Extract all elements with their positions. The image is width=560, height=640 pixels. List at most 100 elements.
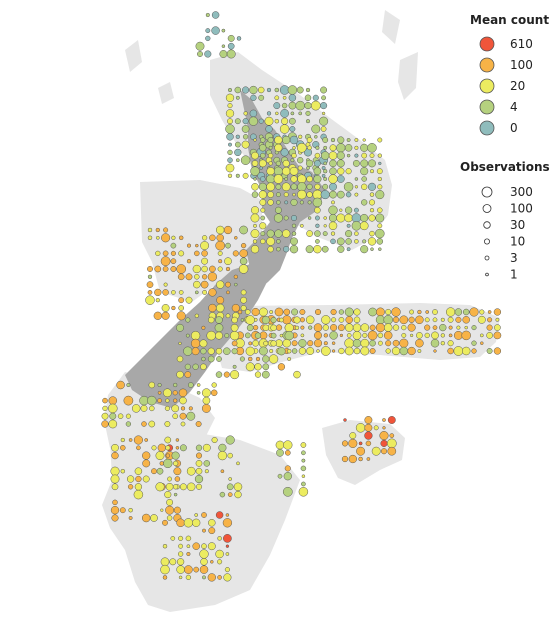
map-bubble	[266, 87, 272, 93]
map-bubble	[448, 325, 453, 330]
map-bubble	[211, 436, 218, 444]
map-bubble	[227, 42, 235, 50]
map-bubble	[336, 237, 345, 246]
map-bubble	[101, 420, 109, 428]
map-bubble	[227, 87, 233, 93]
map-bubble	[375, 323, 385, 333]
map-bubble	[328, 174, 338, 184]
map-bubble	[306, 347, 315, 355]
legend-size-30	[483, 221, 491, 229]
legend-mean-label: 100	[510, 58, 533, 72]
map-bubble	[415, 315, 424, 325]
map-bubble	[371, 446, 381, 456]
map-bubble	[126, 475, 135, 483]
map-bubble	[313, 339, 323, 348]
map-bubble	[367, 182, 377, 191]
map-bubble	[494, 324, 501, 331]
map-bubble	[178, 290, 184, 295]
map-bubble	[323, 341, 328, 346]
map-bubble	[383, 323, 393, 332]
map-bubble	[205, 28, 211, 34]
map-bubble	[353, 308, 361, 316]
map-bubble	[293, 316, 301, 324]
map-bubble	[179, 444, 187, 452]
map-bubble	[369, 192, 375, 197]
map-bubble	[380, 439, 388, 447]
map-bubble	[486, 348, 493, 354]
map-bubble	[160, 564, 170, 575]
legend-size-100	[482, 204, 492, 213]
map-bubble	[186, 411, 196, 421]
map-bubble	[234, 86, 242, 94]
map-bubble	[369, 339, 376, 347]
map-bubble	[203, 460, 211, 467]
map-bubble	[361, 183, 368, 190]
map-bubble	[493, 331, 502, 340]
legend-size-10	[483, 238, 490, 245]
map-bubble	[321, 173, 326, 178]
map-bubble	[248, 116, 259, 126]
map-bubble	[215, 331, 223, 340]
map-bubble	[155, 227, 160, 233]
map-bubble	[260, 215, 266, 221]
map-bubble	[316, 349, 320, 353]
map-bubble	[216, 280, 225, 289]
map-bubble	[368, 199, 376, 206]
map-bubble	[219, 50, 228, 58]
map-bubble	[300, 442, 307, 448]
legend-obs-label: 10	[510, 235, 525, 249]
map-bubble	[172, 413, 179, 420]
map-bubble	[244, 332, 251, 339]
map-bubble	[223, 225, 233, 235]
map-bubble	[298, 487, 309, 497]
map-bubble	[204, 50, 212, 58]
map-bubble	[265, 125, 273, 133]
map-bubble	[354, 177, 359, 181]
map-bubble	[469, 307, 479, 317]
map-bubble	[447, 340, 454, 347]
map-bubble	[297, 165, 303, 171]
map-bubble	[367, 237, 377, 246]
map-bubble	[207, 542, 216, 551]
map-bubble	[447, 316, 454, 323]
map-bubble	[275, 183, 282, 190]
map-bubble	[207, 573, 216, 582]
legend-swatch-0	[479, 120, 495, 136]
map-bubble	[273, 102, 281, 110]
map-bubble	[235, 134, 240, 139]
map-bubble	[362, 138, 366, 142]
map-bubble	[305, 159, 314, 168]
map-bubble	[477, 315, 486, 324]
map-bubble	[282, 338, 292, 348]
map-bubble	[399, 346, 409, 356]
map-bubble	[236, 461, 240, 466]
map-bubble	[312, 197, 323, 208]
map-bubble	[313, 323, 323, 332]
map-bubble	[250, 94, 257, 101]
map-bubble	[233, 274, 238, 279]
map-bubble	[305, 315, 315, 325]
map-bubble	[176, 323, 184, 332]
map-bubble	[136, 445, 141, 451]
map-bubble	[201, 388, 211, 398]
map-bubble	[219, 491, 226, 498]
map-bubble	[358, 456, 363, 462]
map-bubble	[407, 323, 416, 332]
map-bubble	[283, 215, 289, 221]
map-bubble	[354, 185, 359, 189]
map-bubble	[299, 317, 305, 323]
map-bubble	[344, 206, 353, 214]
map-bubble	[352, 159, 360, 167]
map-bubble	[194, 250, 200, 257]
map-bubble	[229, 330, 240, 341]
map-bubble	[174, 476, 181, 482]
map-bubble	[307, 200, 312, 205]
map-bubble	[401, 324, 407, 331]
map-bubble	[375, 213, 385, 223]
map-bubble	[207, 347, 215, 355]
map-bubble	[200, 280, 209, 289]
map-bubble	[343, 182, 354, 192]
map-bubble	[369, 208, 375, 213]
map-bubble	[160, 256, 171, 267]
map-bubble	[215, 511, 224, 519]
